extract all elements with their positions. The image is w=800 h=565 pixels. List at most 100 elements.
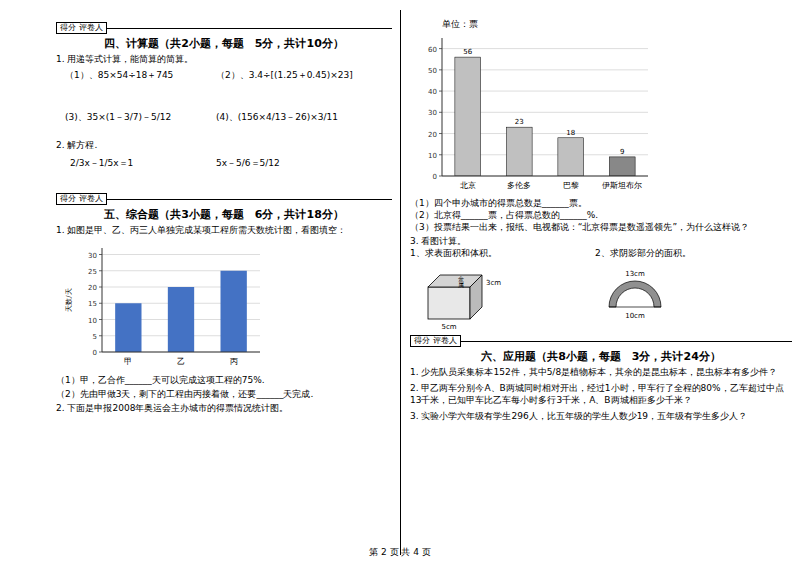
text-line: （3）投票结果一出来，报纸、电视都说：“北京得票是数遥遥领先”，为什么这样说？: [410, 221, 792, 233]
header-rule: [107, 199, 392, 200]
text-line: 2. 下面是申报2008年奥运会主办城市的得票情况统计图。: [56, 402, 392, 414]
tick-label: 40: [428, 88, 437, 96]
text-row: 2/3x－1/5x＝1 5x－5/6＝5/12: [56, 157, 392, 169]
text-line: 2. 甲乙两车分别今A、B两城同时相对开出，经过1小时，甲车行了全程的80%，乙…: [410, 382, 792, 406]
header-rule: [107, 28, 392, 29]
chart-title: 单位：票: [442, 19, 478, 29]
text-line: 2. 解方程.: [56, 139, 392, 151]
data-label: 9: [620, 148, 624, 156]
text-line: 1. 如图是甲、乙、丙三人单独完成某项工程所需天数统计图，看图填空：: [56, 224, 392, 236]
text-item: （2）、3.4÷[(1.25＋0.45)×23]: [216, 69, 353, 81]
arch: [609, 281, 661, 307]
header-rule: [461, 341, 792, 342]
tick-label: 30: [88, 252, 97, 260]
chart-holder: 单位：票 0 10 20 30 40 50 60 56 23 18 9 北京 多伦多 巴黎 伊斯坦布尔: [412, 16, 792, 194]
score-box: 得分 评卷人: [410, 335, 461, 347]
category-label: 丙: [230, 357, 238, 366]
section-title: 六、应用题（共8小题，每题 3分，共计24分）: [410, 349, 792, 364]
category-label: 北京: [460, 181, 476, 190]
text-item: 2、求阴影部分的面积。: [595, 247, 691, 259]
box-side: [470, 275, 482, 319]
bar: [168, 287, 194, 352]
category-label: 多伦多: [507, 181, 531, 190]
text-row: 1、求表面积和体积。 2、求阴影部分的面积。: [410, 247, 792, 259]
y-axis: [442, 38, 443, 176]
tick-label: 25: [88, 268, 97, 276]
left-column: 得分 评卷人四、计算题（共2小题，每题 5分，共计10分）1. 用递等式计算，能…: [56, 20, 392, 414]
dimension-label: 3cm: [486, 279, 501, 287]
right-column: 单位：票 0 10 20 30 40 50 60 56 23 18 9 北京 多伦多 巴黎 伊斯坦布尔 （1）四…: [410, 16, 792, 422]
text-item: （1）、85×54÷18＋745: [65, 69, 173, 81]
text-line: 3. 看图计算。: [410, 235, 792, 247]
divider: [400, 10, 401, 555]
spacer: [56, 169, 392, 191]
bar-chart: 0 5 10 15 20 25 30 甲 乙 丙 天数/天: [62, 240, 272, 370]
bar: [609, 157, 635, 176]
grid-line: [102, 352, 260, 353]
box-front: [428, 287, 470, 319]
score-header: 得分 评卷人: [56, 22, 392, 34]
grid-line: [442, 48, 648, 49]
footer: 第 2 页 共 4 页: [0, 546, 800, 558]
category-label: 甲: [124, 357, 132, 366]
grid-line: [442, 176, 648, 177]
tick-label: 5: [93, 333, 97, 341]
text-item: (4)、(156×4/13－26)×3/11: [216, 111, 338, 123]
category-label: 巴黎: [563, 181, 579, 190]
data-label: 18: [566, 129, 575, 137]
tick-label: 30: [428, 109, 437, 117]
data-label: 56: [463, 48, 472, 56]
text-item: 5x－5/6＝5/12: [216, 157, 280, 169]
bars: [455, 57, 635, 176]
dimension-label: 13cm: [625, 270, 645, 278]
bar: [455, 57, 481, 176]
data-label: 23: [515, 118, 524, 126]
section-title: 五、综合题（共3小题，每题 6分，共计18分）: [56, 207, 392, 222]
text-line: （2）先由甲做3天，剩下的工程由丙接着做，还要______天完成.: [56, 388, 392, 400]
y-label: 天数/天: [65, 288, 73, 311]
page: {"chart_data": [ {"type": "bar", "catego…: [0, 0, 800, 565]
dimension-label: 5cm: [441, 323, 456, 331]
tick-label: 0: [93, 349, 97, 357]
category-label: 乙: [177, 357, 185, 366]
grid-line: [102, 254, 260, 255]
text-item: (3)、35×(1－3/7)－5/12: [65, 111, 171, 123]
score-header: 得分 评卷人: [410, 335, 792, 347]
section-title: 四、计算题（共2小题，每题 5分，共计10分）: [56, 36, 392, 51]
bar-chart: 单位：票 0 10 20 30 40 50 60 56 23 18 9 北京 多伦多 巴黎 伊斯坦布尔: [412, 16, 672, 194]
tick-label: 15: [88, 300, 97, 308]
score-box: 得分 评卷人: [56, 22, 107, 34]
arch-base: [609, 307, 661, 308]
tick-label: 50: [428, 67, 437, 75]
text-line: （1）四个申办城市的得票总数是______票。: [410, 197, 792, 209]
tick-label: 20: [88, 284, 97, 292]
text-row: （1）、85×54÷18＋745 （2）、3.4÷[(1.25＋0.45)×23]: [56, 69, 392, 81]
bar: [558, 138, 584, 176]
tick-label: 10: [428, 152, 437, 160]
x-axis: [442, 176, 648, 177]
chart-holder: 0 5 10 15 20 25 30 甲 乙 丙 天数/天: [62, 240, 392, 370]
tick-label: 20: [428, 131, 437, 139]
y-axis: [102, 248, 103, 352]
text-row: (3)、35×(1－3/7)－5/12 (4)、(156×4/13－26)×3/1…: [56, 111, 392, 123]
score-box: 得分 评卷人: [56, 193, 107, 205]
dimension-label: 10cm: [625, 312, 645, 320]
text-item: 2/3x－1/5x＝1: [70, 157, 133, 169]
bar: [506, 127, 532, 176]
text-line: 1. 用递等式计算，能简算的简算。: [56, 53, 392, 65]
text-line: （2）北京得______票，占得票总数的______%.: [410, 209, 792, 221]
text-line: （1）甲，乙合作______天可以完成这项工程的75%.: [56, 374, 392, 386]
text-item: 1、求表面积和体积。: [410, 247, 497, 259]
score-header: 得分 评卷人: [56, 193, 392, 205]
geometry-figures: 金属5cm3cm13cm10cm: [410, 259, 790, 333]
tick-label: 60: [428, 46, 437, 54]
bars: [115, 271, 247, 352]
bar: [115, 303, 141, 352]
bar: [221, 271, 247, 352]
category-label: 伊斯坦布尔: [602, 181, 642, 190]
box-label: 属: [458, 281, 464, 288]
text-line: 3. 实验小学六年级有学生296人，比五年级的学生人数少19，五年级有学生多少人…: [410, 410, 792, 422]
tick-label: 0: [433, 173, 437, 181]
tick-label: 10: [88, 317, 97, 325]
x-axis: [102, 352, 260, 353]
